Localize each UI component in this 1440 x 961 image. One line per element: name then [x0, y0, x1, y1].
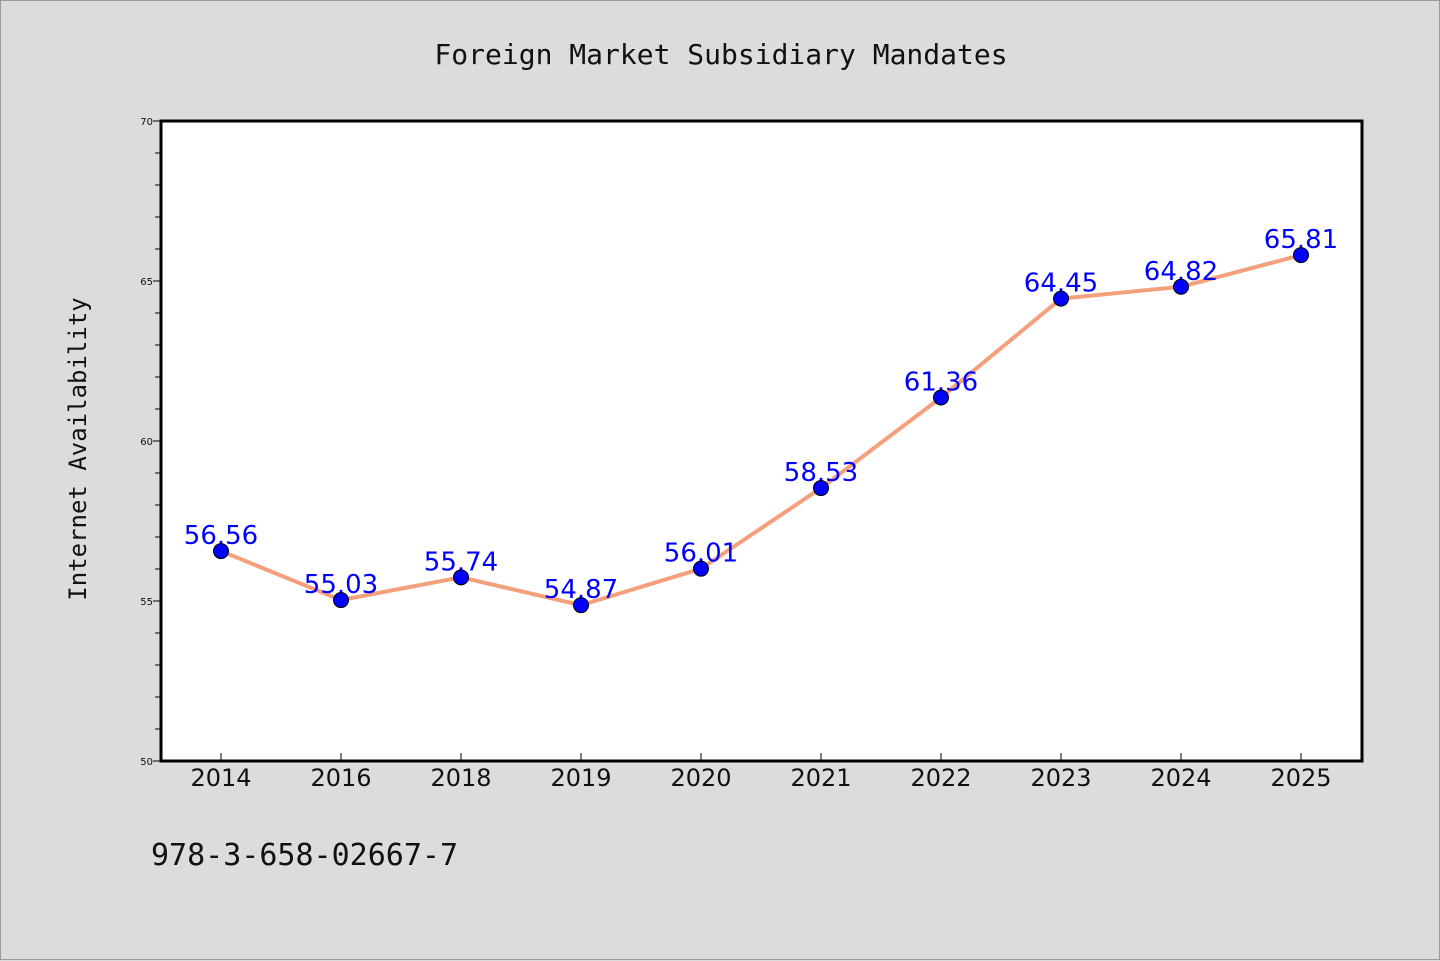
x-tick-label: 2016: [310, 764, 371, 792]
y-tick-label: 65: [140, 277, 153, 288]
chart-title: Foreign Market Subsidiary Mandates: [434, 38, 1007, 71]
data-point: [933, 389, 949, 406]
x-tick-label: 2024: [1150, 764, 1211, 792]
data-point: [573, 597, 589, 614]
x-tick-label: 2019: [550, 764, 611, 792]
y-tick-label: 55: [140, 597, 153, 608]
y-tick-label: 50: [140, 757, 153, 768]
data-point: [1173, 278, 1189, 295]
data-point: [693, 560, 709, 577]
plot-area: [159, 119, 1364, 763]
x-axis: 2014 2016 2018 2019 2020 2021 2022 2023 2024 2025: [190, 753, 1332, 792]
y-tick-label: 70: [140, 117, 153, 128]
x-tick-label: 2021: [790, 764, 851, 792]
x-tick-label: 2018: [430, 764, 491, 792]
series-line: [220, 253, 1302, 608]
x-tick-label: 2025: [1270, 764, 1331, 792]
data-point: [1293, 247, 1309, 264]
y-axis: 50 55 60 65 70: [140, 117, 161, 768]
series-layer: 56.5655.0355.7454.8756.0158.5361.3664.45…: [184, 225, 1338, 614]
y-tick-label: 60: [140, 437, 153, 448]
data-point: [1053, 290, 1069, 307]
data-point: [333, 592, 349, 609]
data-point: [213, 543, 229, 560]
x-tick-label: 2023: [1030, 764, 1091, 792]
x-tick-label: 2014: [190, 764, 251, 792]
isbn-text: 978-3-658-02667-7: [151, 838, 458, 873]
x-tick-label: 2022: [910, 764, 971, 792]
data-point: [453, 569, 469, 586]
x-tick-label: 2020: [670, 764, 731, 792]
data-point: [813, 480, 829, 497]
y-axis-label: Internet Availability: [64, 297, 92, 600]
